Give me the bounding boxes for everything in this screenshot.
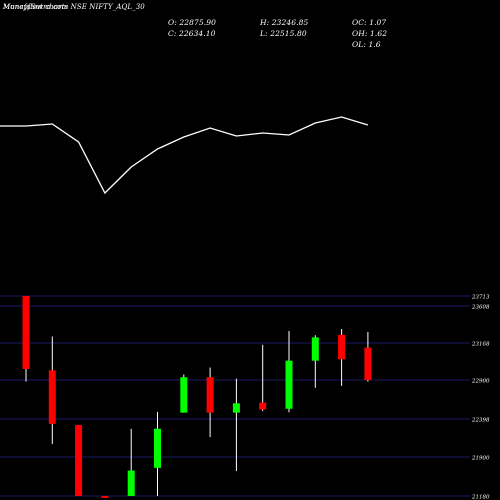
- y-tick-label: 23713: [471, 295, 490, 301]
- candle-body: [101, 496, 109, 498]
- chart-title: MunafaSutra.com NSE NIFTY_AQL_30: [3, 3, 145, 11]
- oh-value: OH: 1.62: [352, 29, 388, 38]
- candle-body: [154, 428, 161, 468]
- y-tick-label: 22900: [471, 379, 490, 385]
- open-value: O: 22875.90: [168, 18, 216, 27]
- overlay-label: Moneyflow charts: [3, 3, 69, 11]
- candle-body: [22, 296, 30, 369]
- close-value: C: 22634.10: [168, 29, 216, 38]
- candle-body: [180, 377, 188, 413]
- candle-body: [364, 347, 372, 380]
- oc-value: OC: 1.07: [352, 18, 387, 27]
- low-value: L: 22515.80: [260, 29, 307, 38]
- moneyflow-line: [0, 116, 369, 195]
- candle-body: [232, 403, 240, 413]
- candle-body: [127, 470, 135, 496]
- y-tick-label: 23168: [471, 342, 490, 348]
- y-tick-label: 21180: [471, 495, 490, 500]
- candle-body: [75, 424, 83, 496]
- candle-body: [285, 360, 293, 409]
- y-tick-label: 21900: [471, 456, 490, 462]
- candle-body: [206, 377, 214, 413]
- ol-value: OL: 1.6: [352, 40, 381, 49]
- candle-body: [311, 337, 319, 361]
- y-tick-label: 22398: [471, 418, 490, 424]
- candle-body: [48, 370, 56, 424]
- candle-body: [338, 334, 346, 360]
- candle-body: [259, 402, 267, 410]
- y-tick-label: 23608: [471, 305, 490, 311]
- high-value: H: 23246.85: [260, 18, 309, 27]
